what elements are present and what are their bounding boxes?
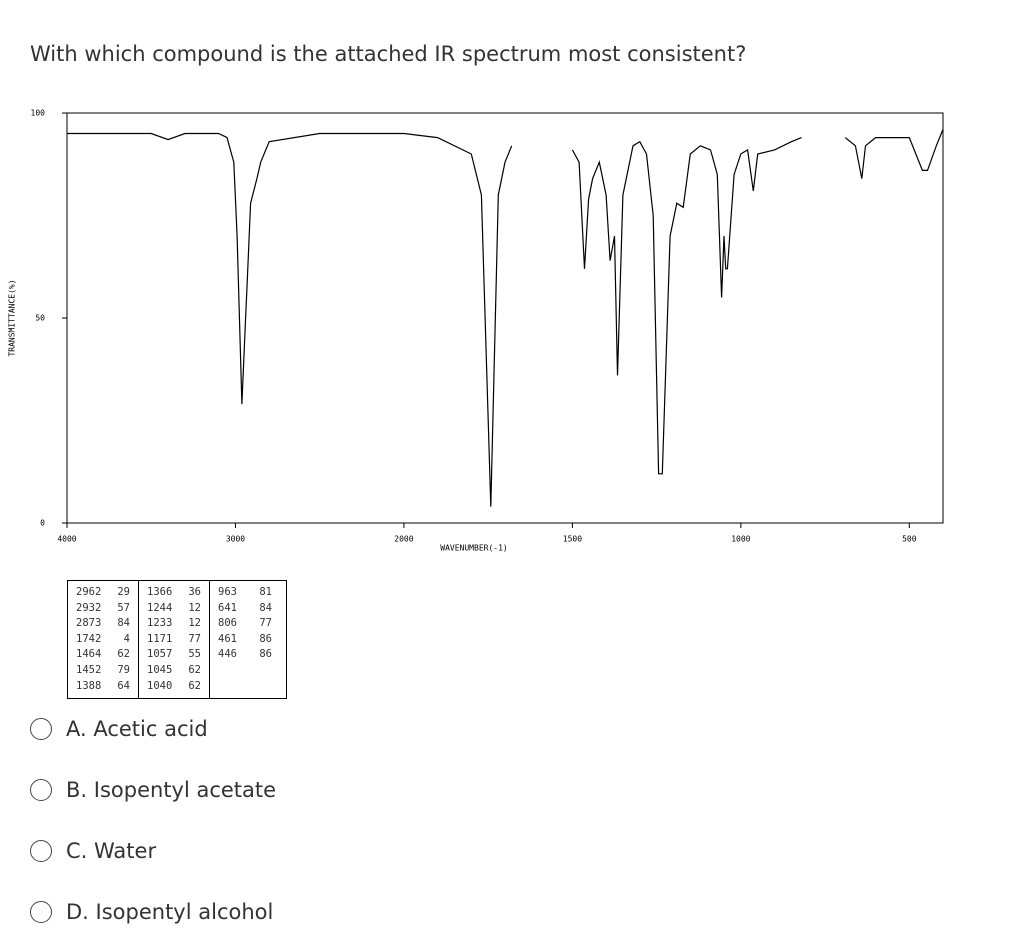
option[interactable]: C. Water (30, 839, 156, 863)
peak-transmittance: 79 (117, 663, 130, 676)
peak-wavenumber: 1233 (147, 617, 173, 630)
y-tick-label: 100 (31, 109, 46, 118)
peak-row: 2932 57 (76, 601, 130, 617)
option-label[interactable]: B. Isopentyl acetate (66, 778, 277, 802)
option[interactable]: B. Isopentyl acetate (30, 778, 276, 802)
peak-row: 1464 62 (76, 647, 130, 663)
peak-wavenumber: 1045 (147, 663, 173, 676)
peak-wavenumber: 1057 (147, 648, 173, 661)
peak-transmittance: 29 (117, 586, 130, 598)
peak-row: 2962 29 (76, 585, 130, 601)
question: With which compound is the attached IR s… (30, 42, 747, 66)
peak-column: 1366 36 1244 12 1233 12 1171 77 1057 55 1045 62 1040… (139, 581, 210, 699)
peak-wavenumber: 1464 (76, 648, 102, 661)
peak-row: 461 86 (218, 632, 278, 648)
peak-wavenumber: 2873 (76, 617, 102, 630)
peak-transmittance: 12 (188, 617, 201, 630)
peak-wavenumber: 2962 (76, 586, 102, 598)
peak-wavenumber: 461 (218, 632, 237, 645)
peak-wavenumber: 446 (218, 648, 237, 661)
peak-wavenumber: 1366 (147, 586, 173, 598)
peak-wavenumber: 806 (218, 617, 237, 630)
peak-transmittance: 77 (188, 632, 201, 645)
option[interactable]: A. Acetic acid (30, 717, 208, 741)
peak-transmittance: 4 (123, 632, 130, 645)
peak-table: 2962 29 2932 57 2873 84 1742 4 1464 62 1452 79 1388 6… (67, 580, 287, 700)
peak-transmittance: 12 (188, 601, 201, 614)
peak-row: 1171 77 (147, 632, 201, 648)
peak-column: 2962 29 2932 57 2873 84 1742 4 1464 62 1452 79 1388 6… (68, 581, 139, 699)
y-axis-label: TRANSMITTANCE(%) (8, 279, 17, 356)
x-tick-label: 4000 (57, 535, 76, 544)
peak-transmittance: 55 (188, 648, 201, 661)
peak-row: 1388 64 (76, 679, 130, 695)
peak-wavenumber: 2932 (76, 601, 102, 614)
peak-row: 1233 12 (147, 616, 201, 632)
radio[interactable] (30, 779, 52, 801)
peak-column: 963 81 641 84 806 77 461 86 446 86 (210, 581, 286, 698)
peak-row: 1040 62 (147, 679, 201, 695)
radio[interactable] (30, 901, 52, 923)
plot-frame (66, 112, 944, 524)
option-label[interactable]: A. Acetic acid (66, 717, 208, 741)
x-tick-label: 3000 (226, 535, 245, 544)
peak-row: 446 86 (218, 647, 278, 663)
peak-transmittance: 81 (259, 586, 272, 598)
peak-transmittance: 62 (188, 679, 201, 692)
peak-row: 806 77 (218, 616, 278, 632)
peak-wavenumber: 1244 (147, 601, 173, 614)
peak-row: 1452 79 (76, 663, 130, 679)
x-axis-label: WAVENUMBER(-1) (440, 544, 507, 553)
peak-transmittance: 62 (117, 648, 130, 661)
y-tick-label: 0 (40, 519, 45, 528)
peak-wavenumber: 1452 (76, 663, 102, 676)
peak-wavenumber: 1171 (147, 632, 173, 645)
peak-row: 1742 4 (76, 632, 130, 648)
y-tick-label: 50 (35, 314, 45, 323)
peak-wavenumber: 641 (218, 601, 237, 614)
peak-transmittance: 84 (117, 617, 130, 630)
peak-wavenumber: 1388 (76, 679, 102, 692)
peak-transmittance: 64 (117, 679, 130, 692)
peak-wavenumber: 963 (218, 586, 237, 598)
peak-transmittance: 57 (117, 601, 130, 614)
x-tick-label: 500 (902, 535, 917, 544)
radio[interactable] (30, 840, 52, 862)
option[interactable]: D. Isopentyl alcohol (30, 900, 273, 924)
ir-chart: WAVENUMBER(-1) TRANSMITTANCE(%) 0 50 100 40… (8, 109, 944, 553)
peak-transmittance: 86 (259, 632, 272, 645)
peak-transmittance: 62 (188, 663, 201, 676)
peak-row: 1057 55 (147, 647, 201, 663)
peak-row: 2873 84 (76, 616, 130, 632)
spectrum (571, 137, 802, 475)
spectrum (844, 129, 944, 179)
peak-row: 1366 36 (147, 585, 201, 601)
peak-transmittance: 77 (259, 617, 272, 630)
peak-row: 963 81 (218, 585, 278, 601)
peak-transmittance: 84 (259, 601, 272, 614)
option-label[interactable]: D. Isopentyl alcohol (66, 900, 274, 924)
peak-transmittance: 36 (188, 586, 201, 598)
peak-row: 1045 62 (147, 663, 201, 679)
radio[interactable] (30, 718, 52, 740)
x-tick-label: 2000 (394, 535, 413, 544)
option-label[interactable]: C. Water (66, 839, 157, 863)
x-tick-label: 1000 (731, 535, 750, 544)
peak-row: 1244 12 (147, 601, 201, 617)
peak-transmittance: 86 (259, 648, 272, 661)
peak-wavenumber: 1742 (76, 632, 102, 645)
peak-wavenumber: 1040 (147, 679, 173, 692)
x-tick-label: 1500 (563, 535, 582, 544)
spectrum (67, 132, 513, 507)
peak-row: 641 84 (218, 601, 278, 617)
